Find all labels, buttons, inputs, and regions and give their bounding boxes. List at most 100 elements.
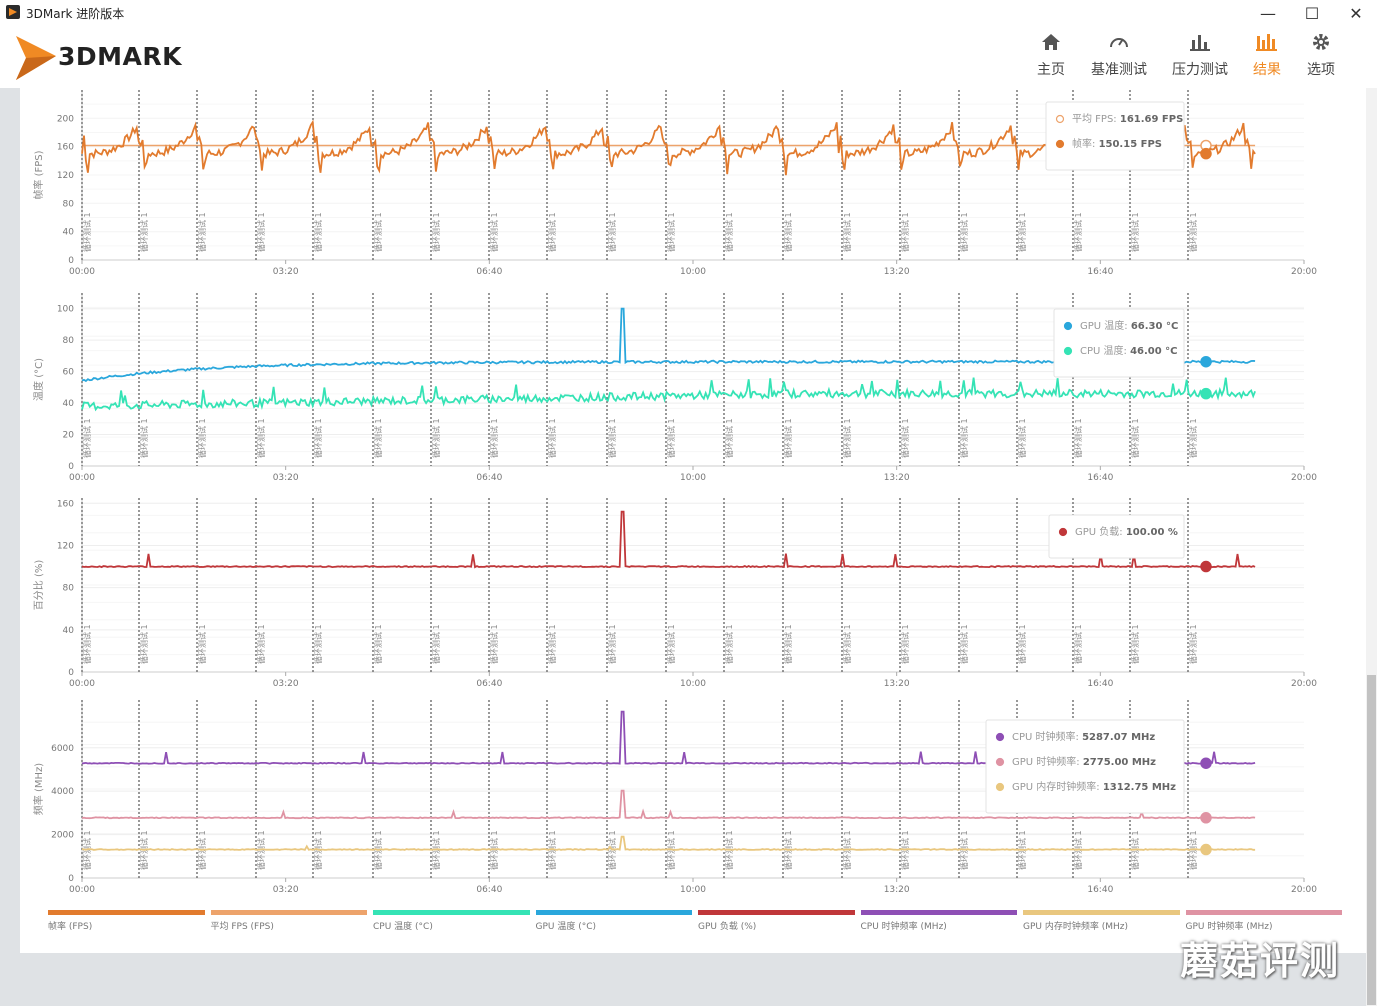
x-tick-label: 10:00 [680,267,706,277]
y-tick-label: 120 [57,171,74,181]
maximize-button[interactable]: ☐ [1304,3,1320,23]
x-tick-label: 16:40 [1087,473,1113,483]
y-tick-label: 0 [68,668,74,678]
watermark-text: 蘑菇评测 [1180,939,1341,983]
loop-marker-label: 循环测试 1 [1188,418,1198,458]
series-end-point [1200,147,1212,160]
series-end-point [1200,843,1212,856]
gauge-icon [1084,32,1154,58]
loop-marker-label: 循环测试 1 [959,212,969,252]
logo-mark-icon [16,36,56,80]
x-tick-label: 06:40 [476,473,502,483]
legend-item[interactable]: CPU 时钟频率 (MHz) [860,910,1017,940]
series-end-point [1200,560,1212,573]
legend-item[interactable]: 帧率 (FPS) [48,910,205,940]
results-icon [1232,32,1302,58]
loop-marker-label: 循环测试 1 [139,624,149,664]
y-tick-label: 80 [63,336,75,346]
y-tick-label: 20 [63,431,75,441]
x-tick-label: 06:40 [476,267,502,277]
scrollbar[interactable] [1366,88,1377,1006]
loop-marker-label: 循环测试 1 [373,624,383,664]
loop-marker-label: 循环测试 1 [1017,418,1027,458]
y-axis-label: 百分比 (%) [33,560,45,611]
tooltip-series-name: CPU 时钟频率: 5287.07 MHz [1012,730,1155,743]
loop-marker-label: 循环测试 1 [313,418,323,458]
loop-marker-label: 循环测试 1 [1017,624,1027,664]
y-tick-label: 120 [57,541,74,551]
nav-results[interactable]: 结果 [1232,32,1302,86]
loop-marker-label: 循环测试 1 [547,624,557,664]
y-tick-label: 0 [68,462,74,472]
close-button[interactable]: ✕ [1349,3,1363,23]
y-axis-label: 温度 (°C) [32,358,45,401]
x-tick-label: 13:20 [884,679,910,689]
legend-item[interactable]: CPU 温度 (°C) [373,910,530,940]
logo-text: 3DMARK [58,42,182,71]
y-tick-label: 80 [63,584,75,594]
tooltip-swatch [995,732,1005,742]
loop-marker-label: 循环测试 1 [373,418,383,458]
x-tick-label: 03:20 [273,267,299,277]
x-tick-label: 06:40 [476,679,502,689]
legend-label: 帧率 (FPS) [48,922,93,932]
logo[interactable]: 3DMARK [12,32,222,84]
legend-item[interactable]: GPU 温度 (°C) [535,910,692,940]
x-tick-label: 16:40 [1087,267,1113,277]
nav-stress-tests[interactable]: 压力测试 [1165,32,1235,86]
series-end-point [1200,387,1212,400]
loop-marker-label: 循环测试 1 [139,418,149,458]
legend-color-bar [373,910,530,915]
x-tick-label: 13:20 [884,885,910,895]
loop-marker-label: 循环测试 1 [547,418,557,458]
series-line [81,789,1256,820]
y-tick-label: 40 [63,626,75,636]
x-tick-label: 00:00 [69,679,95,689]
loop-marker-label: 循环测试 1 [900,624,910,664]
x-tick-label: 00:00 [69,473,95,483]
y-tick-label: 4000 [51,787,74,797]
loop-marker-label: 循环测试 1 [666,212,676,252]
loop-marker-label: 循环测试 1 [197,418,207,458]
nav-options[interactable]: 选项 [1286,32,1356,86]
title-bar: 3DMark 进阶版本 — ☐ ✕ [0,0,1377,26]
series-end-point [1200,757,1212,769]
tooltip-swatch [1058,527,1068,537]
y-tick-label: 160 [57,143,74,153]
series-end-point [1200,812,1212,824]
tooltip-series-name: GPU 负载: 100.00 % [1075,525,1178,538]
loop-marker-label: 循环测试 1 [197,212,207,252]
tooltip-swatch [1063,346,1073,356]
tooltip-swatch [1055,139,1065,149]
legend-item[interactable]: GPU 负载 (%) [698,910,855,940]
legend-color-bar [1023,910,1180,915]
nav-benchmarks[interactable]: 基准测试 [1084,32,1154,86]
bar-chart-icon [1165,32,1235,58]
nav-options-label: 选项 [1307,62,1335,78]
x-tick-label: 03:20 [273,885,299,895]
loop-marker-label: 循环测试 1 [313,624,323,664]
legend-item[interactable]: GPU 内存时钟频率 (MHz) [1023,910,1180,940]
home-icon [1016,32,1086,58]
x-tick-label: 20:00 [1291,679,1317,689]
tooltip-value: 2775.00 MHz [1083,757,1156,768]
legend-item[interactable]: GPU 时钟频率 (MHz) [1185,910,1342,940]
legend-color-bar [535,910,692,915]
tooltip-swatch [995,782,1005,792]
nav-results-label: 结果 [1253,62,1281,78]
nav-home-label: 主页 [1037,62,1065,78]
x-tick-label: 06:40 [476,885,502,895]
scrollbar-thumb[interactable] [1367,675,1376,1005]
loop-marker-label: 循环测试 1 [373,212,383,252]
chart-panel-1: 0 40 80 120 160 200 00:00 03:20 06:40 10:00 13:20 1… [32,90,1317,277]
nav-home[interactable]: 主页 [1016,32,1086,86]
tooltip-value: 5287.07 MHz [1082,732,1155,743]
x-tick-label: 00:00 [69,267,95,277]
loop-marker-label: 循环测试 1 [1073,624,1083,664]
y-tick-label: 0 [68,256,74,266]
loop-marker-label: 循环测试 1 [607,212,617,252]
results-panel: 0 40 80 120 160 200 00:00 03:20 06:40 10:00 13:20 1… [20,88,1366,953]
minimize-button[interactable]: — [1260,3,1276,23]
legend-item[interactable]: 平均 FPS (FPS) [210,910,367,940]
